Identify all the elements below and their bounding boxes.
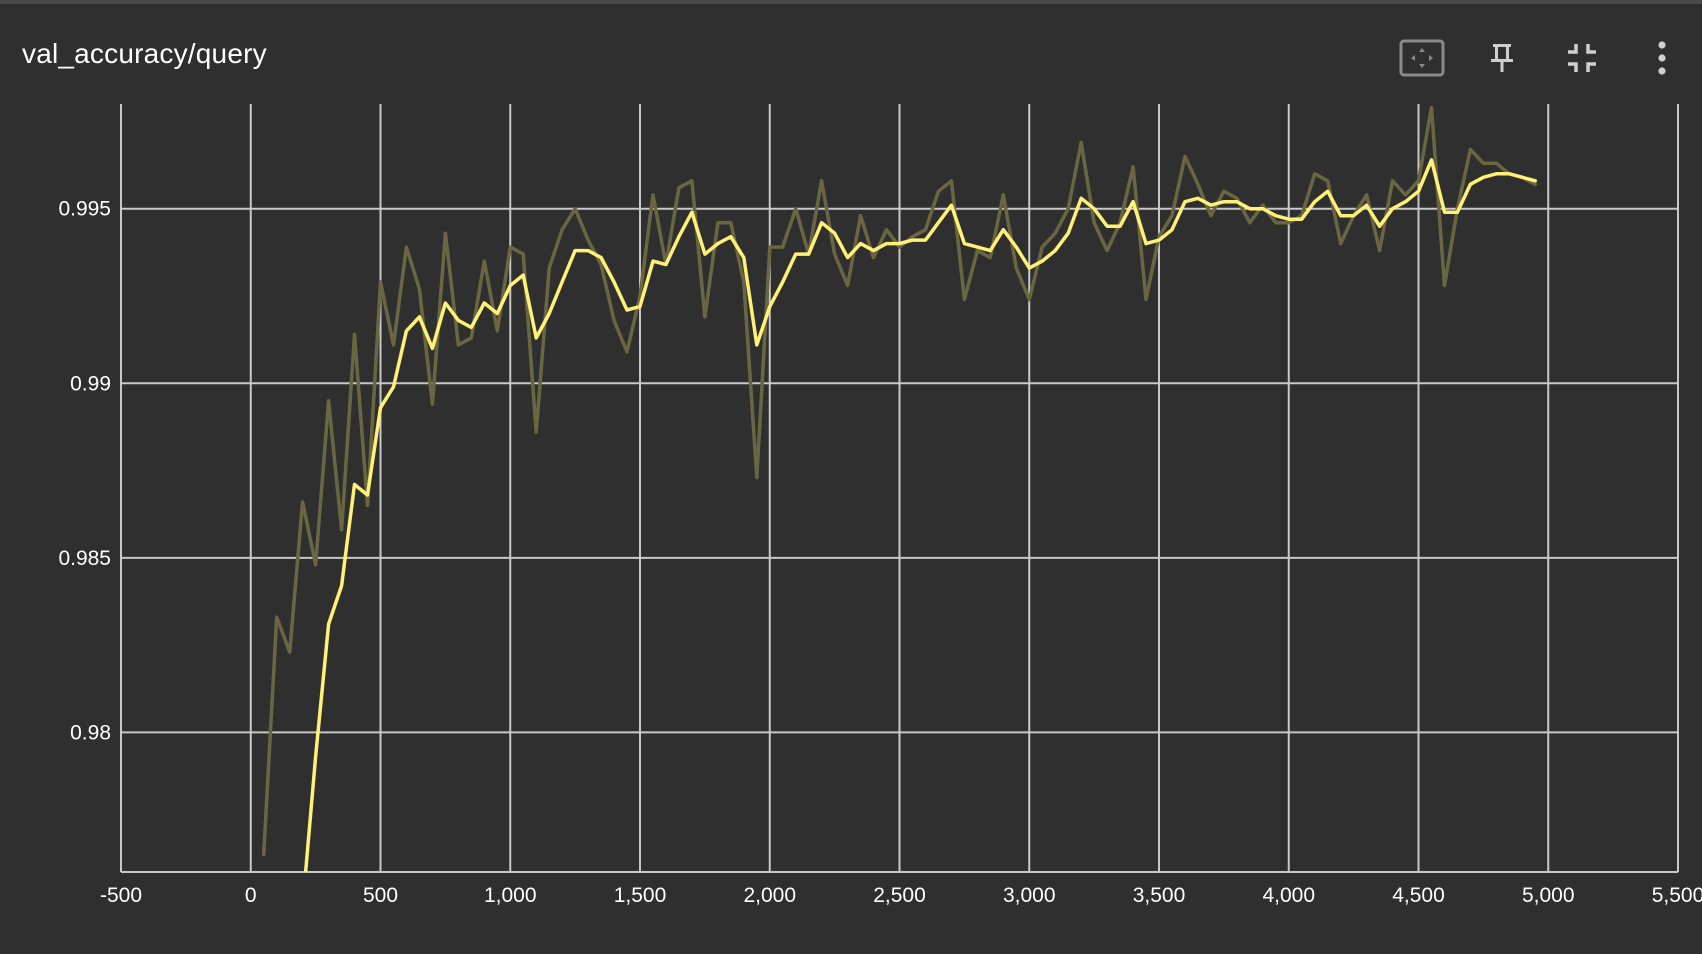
x-tick-label: 5,000 — [1522, 884, 1575, 907]
x-tick-label: 3,000 — [1003, 884, 1056, 907]
x-tick-label: 2,500 — [873, 884, 926, 907]
pin-icon — [1491, 44, 1513, 72]
y-tick-label: 0.99 — [70, 372, 111, 395]
chart-title: val_accuracy/query — [22, 38, 267, 69]
x-tick-label: 4,000 — [1262, 884, 1315, 907]
x-tick-label: 3,500 — [1133, 884, 1186, 907]
collapse-button[interactable] — [1558, 34, 1606, 82]
x-tick-label: -500 — [100, 884, 142, 907]
y-tick-label: 0.98 — [70, 721, 111, 744]
line-chart[interactable]: -500 0 500 1,000 1,500 2,000 2,500 3,000 3,500 4,… — [0, 4, 1702, 954]
x-tick-label: 5,500 — [1652, 884, 1702, 907]
chart-toolbar — [1366, 34, 1686, 82]
pin-button[interactable] — [1478, 34, 1526, 82]
fit-domain-icon — [1399, 39, 1445, 77]
x-tick-label: 1,000 — [484, 884, 537, 907]
raw-series-line — [261, 105, 1538, 857]
collapse-icon — [1568, 44, 1596, 72]
x-tick-label: 500 — [363, 884, 398, 907]
x-tick-label: 4,500 — [1392, 884, 1445, 907]
y-tick-label: 0.985 — [58, 547, 111, 570]
x-tick-label: 1,500 — [614, 884, 667, 907]
x-tick-label: 0 — [245, 884, 257, 907]
fit-domain-button[interactable] — [1398, 34, 1446, 82]
x-tick-label: 2,000 — [743, 884, 796, 907]
smoothed-series-line — [303, 158, 1538, 872]
more-options-button[interactable] — [1638, 34, 1686, 82]
y-tick-label: 0.995 — [58, 198, 111, 221]
more-vert-icon — [1658, 41, 1666, 75]
